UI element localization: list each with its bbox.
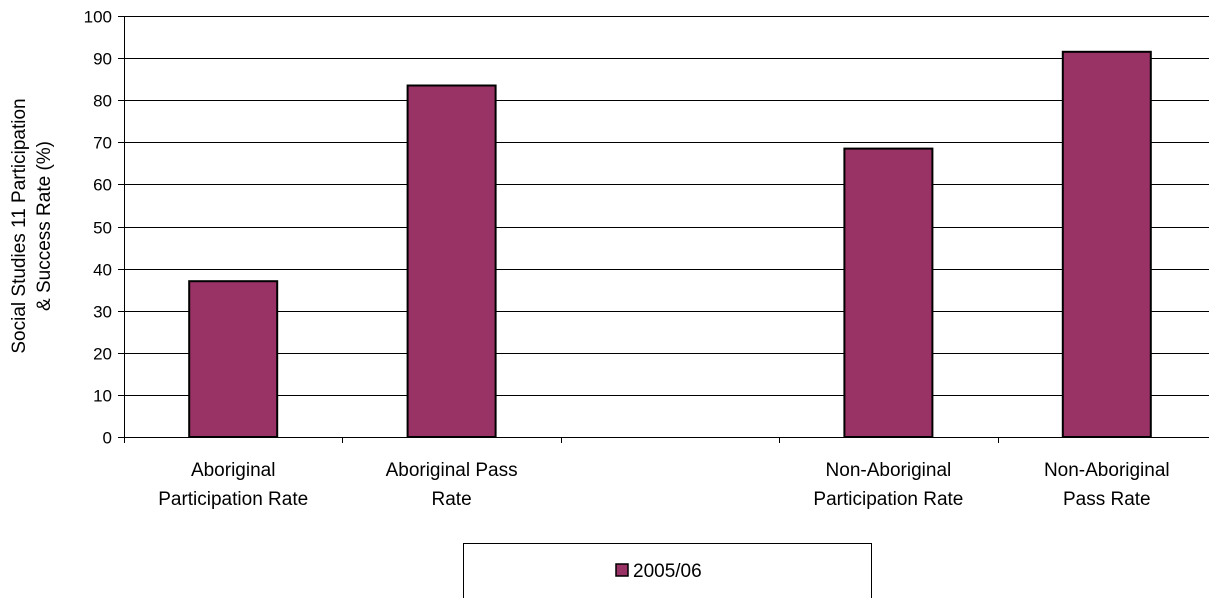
x-category-label: Pass Rate — [1063, 489, 1151, 510]
legend-swatch — [615, 563, 629, 577]
legend-label: 2005/06 — [633, 561, 702, 582]
y-tick-label: 70 — [93, 134, 112, 153]
y-tick-label: 90 — [93, 50, 112, 69]
y-tick-label: 10 — [93, 387, 112, 406]
y-tick-label: 30 — [93, 303, 112, 322]
y-axis-label-line: & Success Rate (%) — [34, 141, 55, 311]
x-category-label: Participation Rate — [158, 489, 308, 510]
y-tick-label: 50 — [93, 219, 112, 238]
y-tick-label: 100 — [84, 8, 112, 27]
x-category-label: Rate — [432, 489, 472, 510]
legend: 2005/06 — [463, 543, 872, 598]
axes — [118, 16, 1209, 443]
y-axis-label: Social Studies 11 Participation & Success… — [9, 98, 55, 353]
y-tick-label: 40 — [93, 261, 112, 280]
bar — [406, 84, 497, 438]
x-category-label: Non-Aboriginal — [1044, 460, 1170, 481]
legend-box — [463, 543, 872, 598]
bars — [188, 50, 1152, 439]
x-category-label: Non-Aboriginal — [826, 460, 952, 481]
y-axis-label-line: Social Studies 11 Participation — [9, 98, 30, 353]
x-category-label: Aboriginal — [191, 460, 276, 481]
y-tick-label: 80 — [93, 92, 112, 111]
x-category-label: Participation Rate — [813, 489, 963, 510]
bar — [843, 147, 934, 438]
y-tick-label: 0 — [103, 429, 112, 448]
y-tick-label: 20 — [93, 345, 112, 364]
y-tick-labels: 0 10 20 30 40 50 60 70 80 90 100 — [84, 8, 112, 448]
bar — [1061, 50, 1152, 439]
bar — [188, 280, 279, 439]
x-category-labels: Aboriginal Participation Rate Aboriginal P… — [158, 460, 1169, 510]
y-tick-label: 60 — [93, 176, 112, 195]
gridlines — [124, 16, 1209, 396]
x-category-label: Aboriginal Pass — [386, 460, 518, 481]
